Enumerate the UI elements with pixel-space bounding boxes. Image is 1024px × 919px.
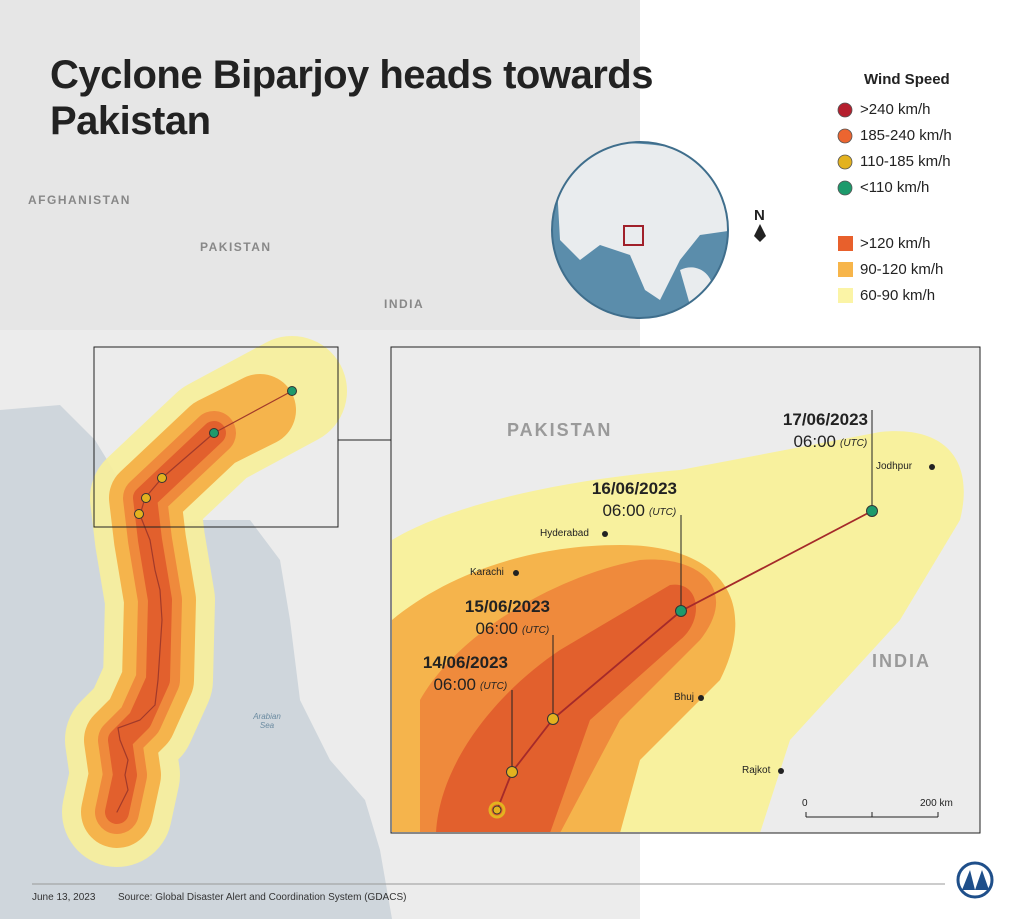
scale-label: 0: [802, 798, 808, 809]
legend-item: 60-90 km/h: [860, 287, 936, 304]
sea-label: Arabian Sea: [253, 712, 281, 730]
legend-heading: Wind Speed: [864, 71, 950, 88]
north-label: N: [754, 207, 765, 224]
country-label: INDIA: [872, 651, 931, 671]
city-label: Karachi: [470, 567, 504, 578]
country-label: AFGHANISTAN: [28, 193, 131, 207]
city-label: Rajkot: [742, 765, 771, 776]
track-time: 06:00: [602, 501, 645, 520]
scale-bar: [805, 812, 939, 818]
north-arrow: [754, 224, 766, 242]
footer-date: June 13, 2023: [32, 892, 96, 903]
legend-item: 185-240 km/h: [860, 127, 952, 144]
city-label: Hyderabad: [540, 528, 589, 539]
title: Cyclone Biparjoy heads towards Pakistan: [50, 53, 653, 143]
legend-item: >120 km/h: [860, 235, 931, 252]
globe: [551, 141, 729, 319]
track-zone: (UTC): [840, 438, 868, 449]
overview-cone: [62, 336, 347, 867]
track-zone: (UTC): [522, 625, 550, 636]
track-zone: (UTC): [480, 681, 508, 692]
legend-item: 110-185 km/h: [860, 153, 951, 170]
legend-item: >240 km/h: [860, 101, 931, 118]
legend-swatches: [837, 102, 853, 303]
label-leaders: [511, 410, 873, 772]
scale-label: 200 km: [920, 798, 953, 809]
track-date: 14/06/2023: [422, 653, 508, 672]
inset-locator: [93, 346, 339, 528]
country-label: PAKISTAN: [507, 420, 613, 440]
track-date: 15/06/2023: [464, 597, 550, 616]
track-time: 06:00: [433, 675, 476, 694]
inset-cone: [392, 431, 964, 832]
mountains: [0, 0, 640, 330]
city-dots: [513, 464, 935, 774]
track-time: 06:00: [793, 432, 836, 451]
track-time: 06:00: [475, 619, 518, 638]
track-zone: (UTC): [649, 507, 677, 518]
city-label: Jodhpur: [876, 461, 913, 472]
legend-item: 90-120 km/h: [860, 261, 944, 278]
country-label: PAKISTAN: [200, 240, 272, 254]
overview-track-points: [134, 386, 297, 519]
country-label: INDIA: [384, 297, 425, 311]
legend-item: <110 km/h: [860, 179, 930, 196]
logo: [956, 861, 994, 899]
inset-track-points: [488, 505, 878, 819]
track-date: 17/06/2023: [782, 410, 868, 429]
track-date: 16/06/2023: [591, 479, 677, 498]
footer-source: Source: Global Disaster Alert and Coordi…: [118, 892, 407, 903]
city-label: Bhuj: [674, 692, 695, 703]
